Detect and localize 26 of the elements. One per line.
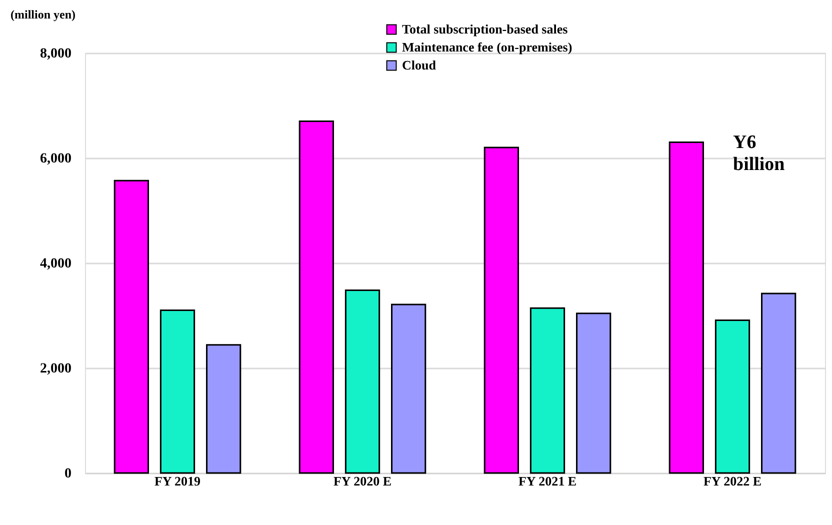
x-tick-label: FY 2019: [154, 474, 202, 488]
bar: [576, 312, 612, 474]
legend-label: Total subscription-based sales: [402, 22, 568, 36]
bar: [484, 146, 519, 474]
legend-label: Maintenance fee (on-premises): [402, 40, 572, 54]
bar: [761, 292, 796, 474]
y-tick-label: 6,000: [40, 152, 72, 166]
y-axis-title: (million yen): [10, 8, 76, 22]
annotation: Y6 billion: [733, 132, 786, 175]
bar: [668, 142, 704, 474]
bar: [160, 310, 196, 474]
y-tick-label: 0: [64, 466, 72, 482]
bar: [206, 344, 242, 474]
bar: [298, 120, 334, 474]
x-tick-label: FY 2021 E: [518, 474, 577, 488]
y-tick-label: 8,000: [40, 46, 72, 62]
bar: [530, 307, 566, 474]
legend-label: Cloud: [402, 58, 437, 72]
bar: [714, 319, 750, 474]
x-tick-label: FY 2020 E: [333, 474, 392, 488]
bar: [344, 290, 380, 474]
y-tick-label: 4,000: [40, 256, 72, 272]
bar: [391, 304, 426, 474]
y-tick-label: 2,000: [40, 362, 72, 376]
x-tick-label: FY 2022 E: [703, 474, 762, 488]
bar: [114, 180, 149, 474]
